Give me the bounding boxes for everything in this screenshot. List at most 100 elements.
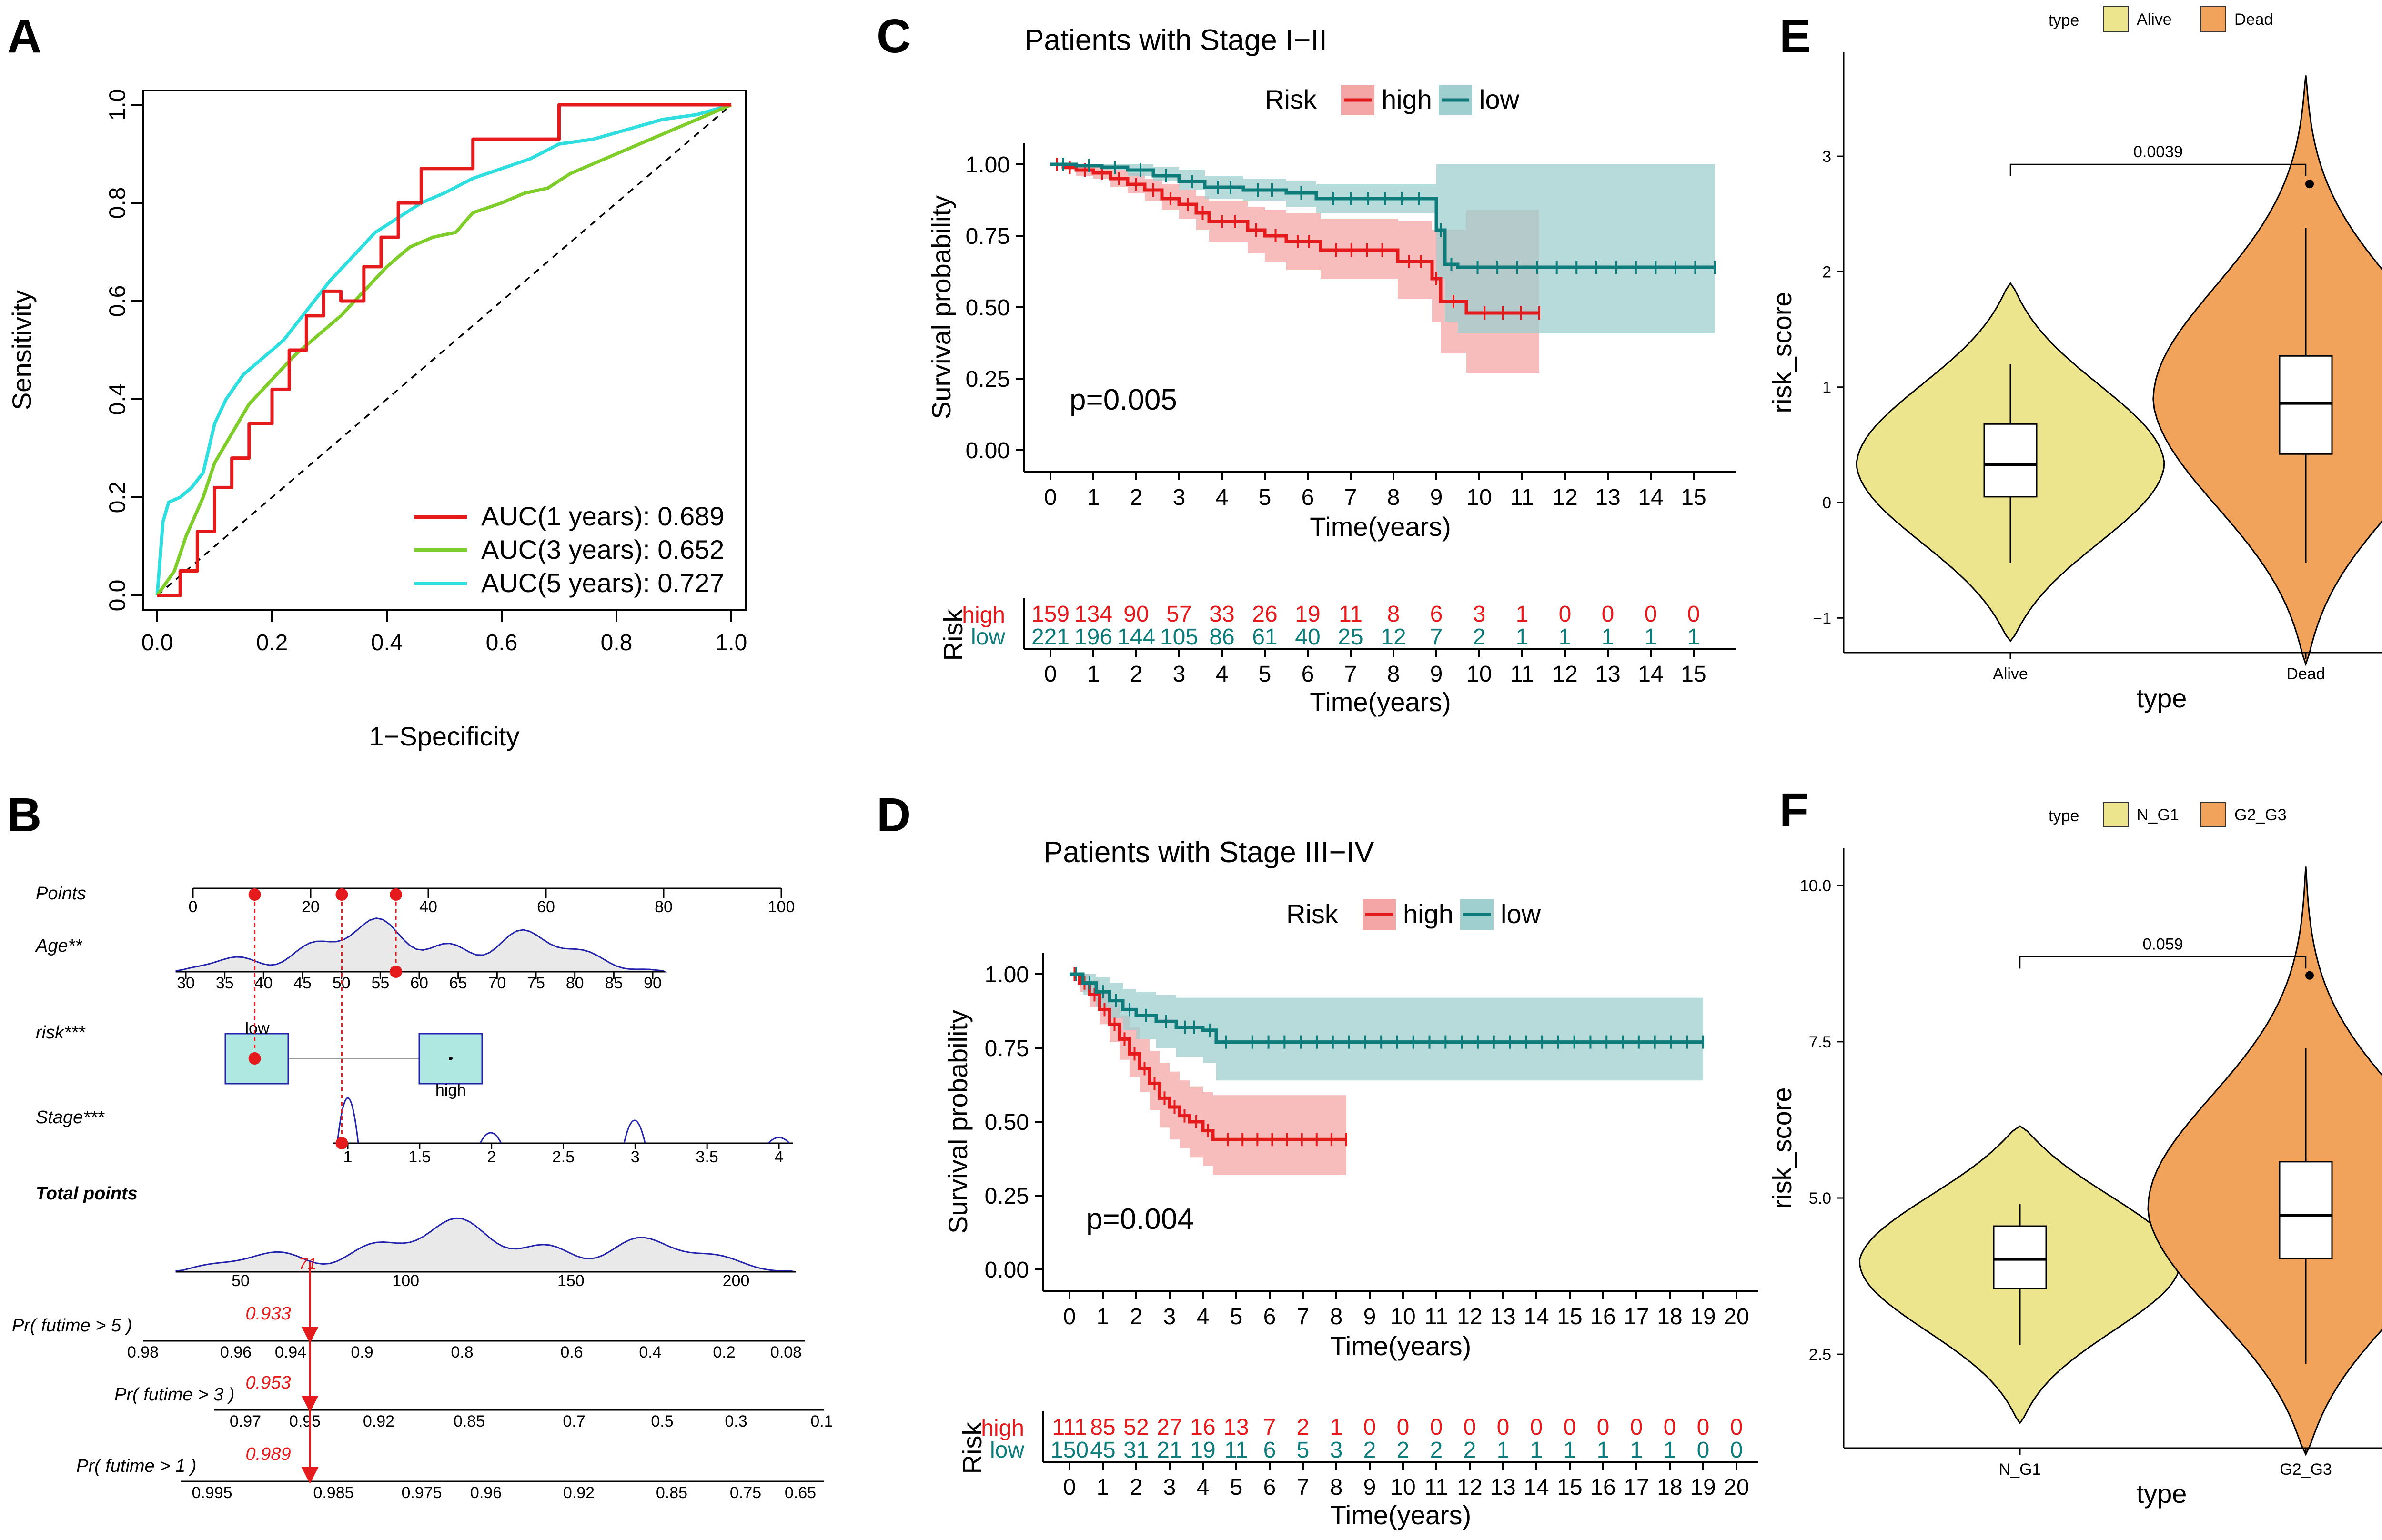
roc-y-tick-label: 0.2 (105, 482, 131, 513)
km-risk-count-low: 105 (1160, 624, 1198, 650)
panel-b: B Points 0 20 40 60 80 100 Age** 30 35 40 45 50 55 60 6… (7, 788, 833, 1502)
km-risk-x-tick-label: 0 (1044, 662, 1057, 687)
violin-x-axis-title: type (2137, 1479, 2187, 1509)
km-y-axis-title: Survival probability (926, 195, 956, 419)
km-risk-count-low: 0 (1730, 1438, 1743, 1463)
nomogram-label-total-points: Total points (36, 1184, 138, 1204)
violin-legend-label: Alive (2137, 10, 2172, 29)
km-risk-table-label: Risk (957, 1422, 987, 1474)
nomogram-age-tick-label: 40 (254, 974, 273, 992)
roc-y-axis-title: Sensitivity (7, 290, 37, 410)
nomogram-age-tick-label: 35 (216, 974, 234, 992)
nomogram-age-tick-label: 80 (566, 974, 584, 992)
roc-curve (157, 103, 731, 597)
km-risk-x-tick-label: 0 (1063, 1475, 1076, 1500)
km-risk-count-low: 1 (1687, 624, 1700, 650)
nomogram-probability-tick-label: 0.85 (656, 1484, 687, 1502)
nomogram-points-tick-label: 60 (537, 898, 555, 916)
km-x-tick-label: 12 (1552, 485, 1577, 510)
km-ci-ribbon (1070, 974, 1703, 1081)
nomogram-total-tick-label: 200 (723, 1272, 750, 1290)
km-risk-x-tick-label: 5 (1259, 662, 1272, 687)
km-legend-title: Risk (1286, 899, 1339, 929)
km-x-tick-label: 0 (1063, 1304, 1076, 1329)
nomogram-age-tick-label: 70 (488, 974, 506, 992)
roc-reference-diagonal (156, 104, 732, 596)
nomogram-probability-tick-label: 0.1 (810, 1412, 833, 1430)
km-x-tick-label: 6 (1302, 485, 1314, 510)
km-x-tick-label: 4 (1197, 1304, 1210, 1329)
roc-legend-label: AUC(5 years): 0.727 (481, 568, 724, 598)
km-x-tick-label: 2 (1130, 1304, 1143, 1329)
roc-curve (155, 103, 732, 596)
km-risk-count-high: 0 (1464, 1415, 1476, 1440)
km-risk-table-label: Risk (938, 609, 968, 661)
km-x-tick-label: 8 (1387, 485, 1400, 510)
roc-x-tick-label: 0.6 (486, 630, 518, 655)
km-risk-count-high: 134 (1074, 602, 1112, 627)
km-risk-count-high: 0 (1602, 602, 1615, 627)
km-risk-x-tick-label: 4 (1197, 1475, 1210, 1500)
km-risk-x-tick-label: 6 (1263, 1475, 1276, 1500)
km-x-tick-label: 14 (1638, 485, 1663, 510)
km-risk-count-high: 19 (1295, 602, 1320, 627)
nomogram-age-tick-label: 85 (605, 974, 623, 992)
km-x-tick-label: 7 (1344, 485, 1357, 510)
km-risk-count-low: 150 (1050, 1438, 1089, 1463)
km-x-tick-label: 1 (1087, 485, 1100, 510)
nomogram-age-tick-label: 45 (293, 974, 312, 992)
nomogram-probability-tick-label: 0.7 (563, 1412, 585, 1430)
roc-y-tick-label: 0.8 (105, 187, 131, 219)
violin-legend-title: type (2049, 11, 2079, 30)
km-x-tick-label: 9 (1430, 485, 1443, 510)
km-risk-x-tick-label: 14 (1638, 662, 1663, 687)
violin-outlier (2305, 971, 2314, 980)
km-x-tick-label: 10 (1390, 1304, 1415, 1329)
violin-legend-label: Dead (2234, 10, 2273, 29)
km-risk-count-high: 0 (1645, 602, 1657, 627)
nomogram-age-tick-label: 60 (410, 974, 428, 992)
km-x-tick-label: 7 (1297, 1304, 1310, 1329)
violin-legend-label: G2_G3 (2234, 806, 2287, 824)
km-risk-count-low: 86 (1209, 624, 1234, 650)
nomogram-age-density (175, 917, 667, 973)
km-risk-count-high: 0 (1730, 1415, 1743, 1440)
nomogram-probability-tick-label: 0.96 (220, 1343, 252, 1361)
km-risk-count-low: 11 (1224, 1438, 1248, 1463)
violin-y-tick-label: 2.5 (1809, 1346, 1831, 1364)
km-x-tick-label: 15 (1681, 485, 1706, 510)
nomogram-points-tick-label: 100 (768, 898, 795, 916)
km-risk-count-low: 1 (1559, 624, 1572, 650)
km-risk-x-tick-label: 10 (1390, 1475, 1415, 1500)
nomogram-stage-density (336, 1097, 359, 1144)
km-risk-count-high: 0 (1697, 1415, 1710, 1440)
nomogram-points-dot (248, 888, 261, 901)
km-risk-count-low: 1 (1664, 1438, 1676, 1463)
nomogram-probability-tick-label: 0.95 (289, 1412, 321, 1430)
nomogram-points-dot (390, 888, 403, 901)
km-risk-x-tick-label: 14 (1524, 1475, 1549, 1500)
km-risk-count-low: 2 (1363, 1438, 1376, 1463)
km-risk-x-tick-label: 5 (1230, 1475, 1243, 1500)
km-y-tick-label: 0.50 (985, 1110, 1029, 1135)
violin-comparison-pvalue: 0.0039 (2133, 143, 2183, 161)
nomogram-label-stage: Stage*** (36, 1107, 105, 1127)
km-risk-count-low: 1 (1497, 1438, 1510, 1463)
km-x-tick-label: 19 (1690, 1304, 1716, 1329)
km-risk-count-low: 12 (1381, 624, 1406, 650)
km-risk-count-high: 57 (1166, 602, 1191, 627)
violin-x-axis-title: type (2137, 683, 2187, 713)
km-risk-x-tick-label: 15 (1557, 1475, 1582, 1500)
panel-label-a: A (7, 10, 41, 63)
km-y-tick-label: 0.25 (966, 367, 1010, 392)
violin-shape (2152, 75, 2382, 666)
km-x-tick-label: 11 (1510, 485, 1534, 510)
km-risk-x-tick-label: 16 (1590, 1475, 1615, 1500)
panel-label-d: D (877, 788, 911, 842)
nomogram-stage-density (767, 1137, 790, 1144)
roc-legend-label: AUC(1 years): 0.689 (481, 501, 724, 531)
km-risk-count-low: 31 (1123, 1438, 1149, 1463)
roc-x-tick-label: 1.0 (716, 630, 747, 655)
violin-y-tick-label: 10.0 (1800, 877, 1831, 895)
